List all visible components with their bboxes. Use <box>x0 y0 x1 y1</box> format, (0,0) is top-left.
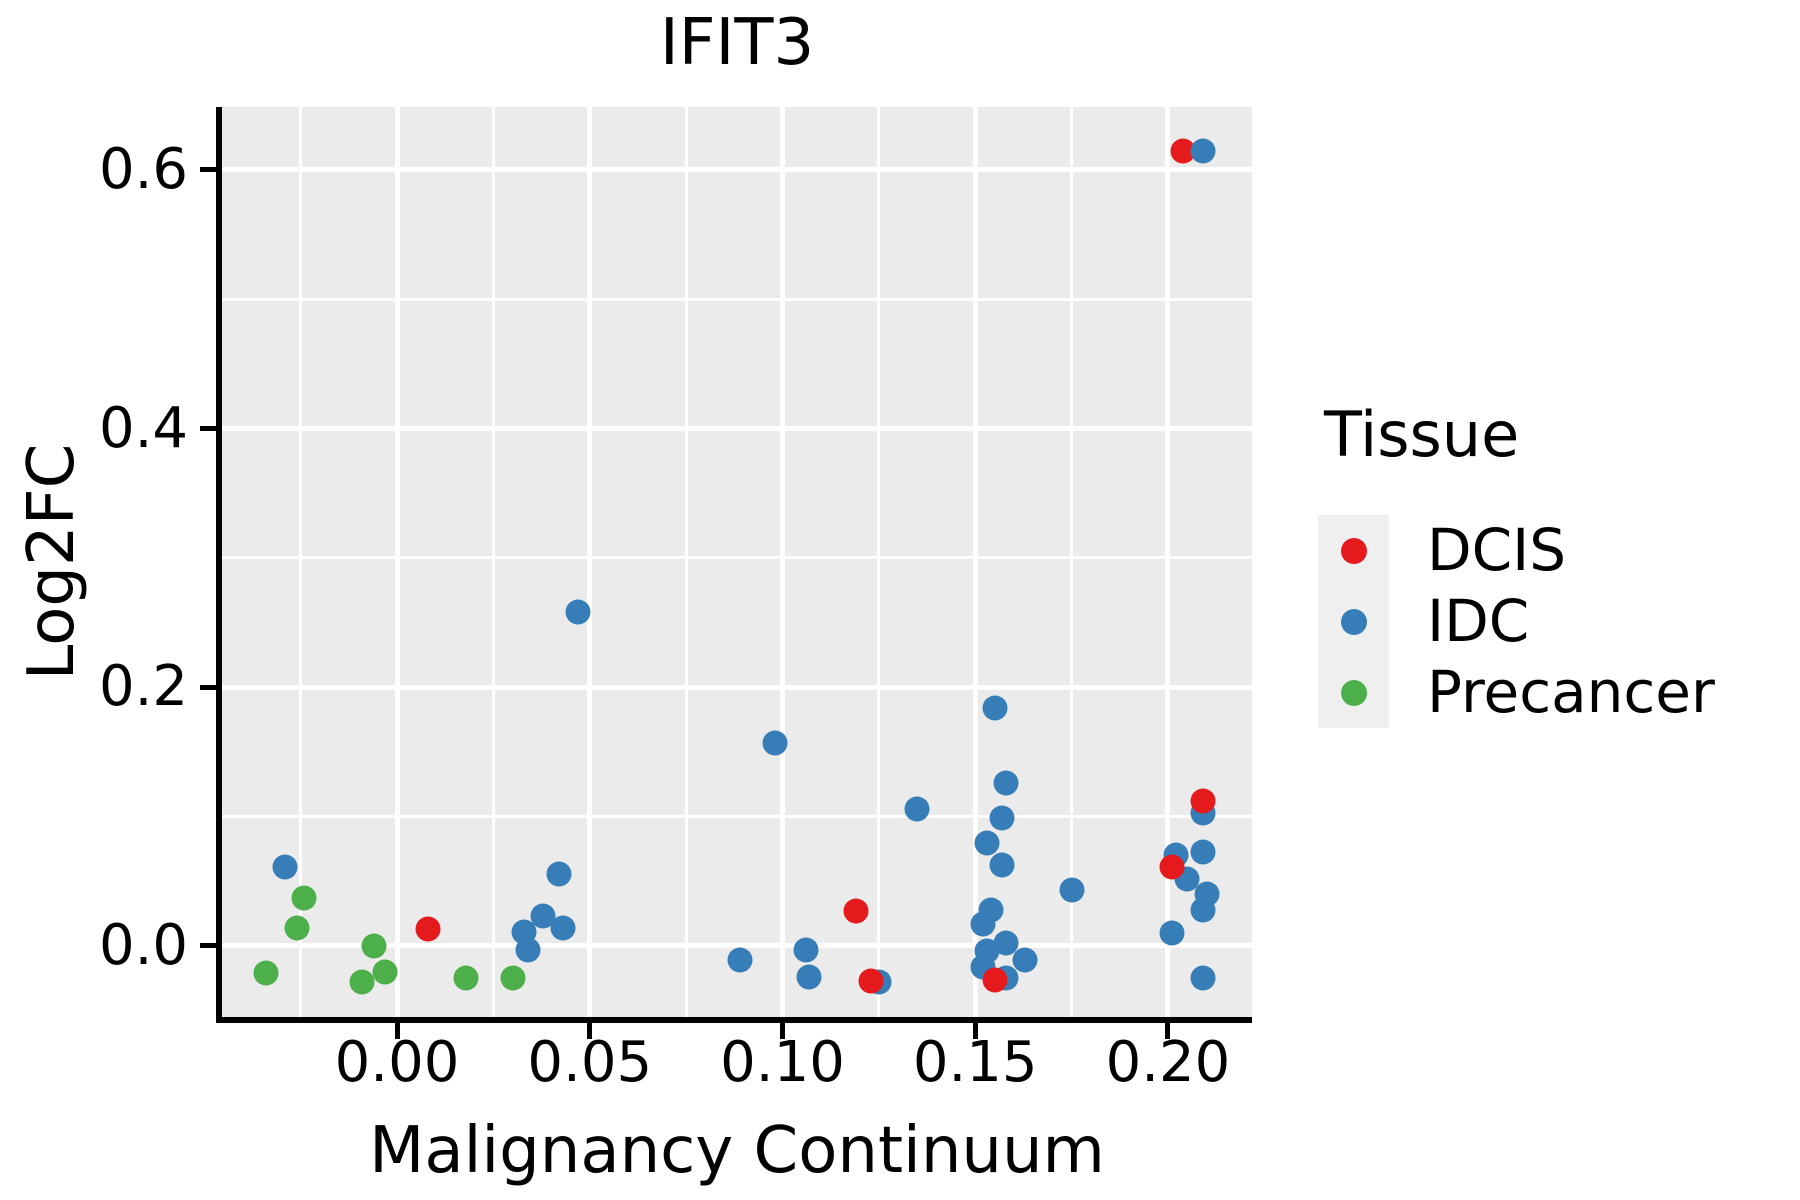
y-tick-label: 0.6 <box>98 136 188 202</box>
data-point-idc <box>974 830 1000 856</box>
legend-dot-icon <box>1340 679 1367 706</box>
data-point-dcis <box>843 898 869 924</box>
y-tick-label: 0.2 <box>98 654 188 720</box>
data-point-idc <box>989 852 1015 877</box>
data-point-idc <box>727 947 753 973</box>
y-tick-mark <box>200 943 216 949</box>
x-minor-gridline <box>491 107 495 1017</box>
legend-swatch <box>1318 515 1389 586</box>
x-major-gridline <box>587 107 593 1017</box>
data-point-idc <box>565 599 591 625</box>
data-point-idc <box>1190 897 1216 923</box>
data-point-idc <box>993 770 1019 796</box>
x-minor-gridline <box>1070 107 1074 1017</box>
data-point-idc <box>1012 947 1038 973</box>
data-point-dcis <box>982 967 1007 993</box>
data-point-precancer <box>349 969 375 995</box>
x-axis-label: Malignancy Continuum <box>369 1114 1105 1188</box>
data-point-precancer <box>372 959 398 985</box>
data-point-precancer <box>361 933 387 959</box>
x-major-gridline <box>972 107 978 1017</box>
x-major-gridline <box>779 107 785 1017</box>
y-minor-gridline <box>222 556 1252 560</box>
y-tick-mark <box>200 426 216 432</box>
data-point-precancer <box>253 960 279 986</box>
data-point-dcis <box>1190 788 1216 814</box>
data-point-idc <box>982 695 1007 721</box>
x-axis-line <box>216 1017 1252 1023</box>
data-point-idc <box>1059 877 1085 903</box>
data-point-idc <box>550 915 576 941</box>
y-major-gridline <box>222 426 1252 432</box>
legend-item-idc: IDC <box>1318 586 1715 657</box>
data-point-idc <box>1190 965 1216 991</box>
data-point-idc <box>762 730 788 756</box>
x-tick-mark <box>394 1023 400 1039</box>
y-major-gridline <box>222 684 1252 690</box>
y-tick-label: 0.0 <box>98 912 188 978</box>
x-major-gridline <box>394 107 400 1017</box>
x-major-gridline <box>1165 107 1171 1017</box>
data-point-precancer <box>291 885 317 911</box>
x-tick-label: 0.20 <box>1105 1030 1231 1095</box>
x-tick-mark <box>1165 1023 1171 1039</box>
data-point-dcis <box>858 968 884 994</box>
plot-panel <box>200 107 1252 1039</box>
data-point-dcis <box>1159 854 1185 880</box>
chart-title: IFIT3 <box>659 6 815 80</box>
data-point-idc <box>546 861 572 887</box>
legend-item-precancer: Precancer <box>1318 657 1715 728</box>
x-tick-label: 0.10 <box>720 1030 845 1095</box>
y-tick-label: 0.4 <box>98 395 188 461</box>
data-point-idc <box>1190 839 1216 865</box>
data-point-idc <box>793 937 819 963</box>
x-minor-gridline <box>877 107 881 1017</box>
x-tick-label: 0.00 <box>334 1030 460 1095</box>
legend-title: Tissue <box>1324 398 1520 471</box>
legend-swatch <box>1318 657 1389 728</box>
x-minor-gridline <box>684 107 688 1017</box>
y-tick-mark <box>200 167 216 173</box>
legend: Tissue DCIS IDC Precancer <box>1318 398 1715 728</box>
data-point-idc <box>796 964 822 990</box>
x-tick-label: 0.15 <box>912 1030 1038 1095</box>
x-minor-gridline <box>299 107 303 1017</box>
data-point-idc <box>515 937 541 963</box>
y-major-gridline <box>222 943 1252 949</box>
y-major-gridline <box>222 167 1252 173</box>
data-point-precancer <box>453 965 479 991</box>
legend-item-dcis: DCIS <box>1318 515 1715 586</box>
data-point-dcis <box>415 916 441 942</box>
x-tick-mark <box>779 1023 785 1039</box>
y-minor-gridline <box>222 297 1252 301</box>
data-point-idc <box>1190 138 1216 164</box>
data-point-idc <box>272 854 298 880</box>
x-tick-label: 0.05 <box>527 1030 653 1095</box>
data-point-idc <box>1159 920 1185 946</box>
data-point-precancer <box>284 915 310 941</box>
x-tick-mark <box>972 1023 978 1039</box>
y-axis-label: Log2FC <box>15 443 89 681</box>
data-point-idc <box>989 805 1015 831</box>
legend-items: DCIS IDC Precancer <box>1318 515 1715 728</box>
x-tick-mark <box>587 1023 593 1039</box>
legend-item-label: IDC <box>1427 587 1530 655</box>
data-point-idc <box>904 796 930 822</box>
y-minor-gridline <box>222 815 1252 819</box>
y-axis-line <box>216 107 222 1023</box>
legend-item-label: Precancer <box>1427 658 1715 726</box>
legend-dot-icon <box>1340 608 1367 635</box>
y-tick-mark <box>200 684 216 690</box>
legend-dot-icon <box>1340 537 1367 564</box>
legend-item-label: DCIS <box>1427 516 1567 584</box>
legend-swatch <box>1318 586 1389 657</box>
data-point-idc <box>978 897 1004 923</box>
data-point-precancer <box>500 965 526 991</box>
